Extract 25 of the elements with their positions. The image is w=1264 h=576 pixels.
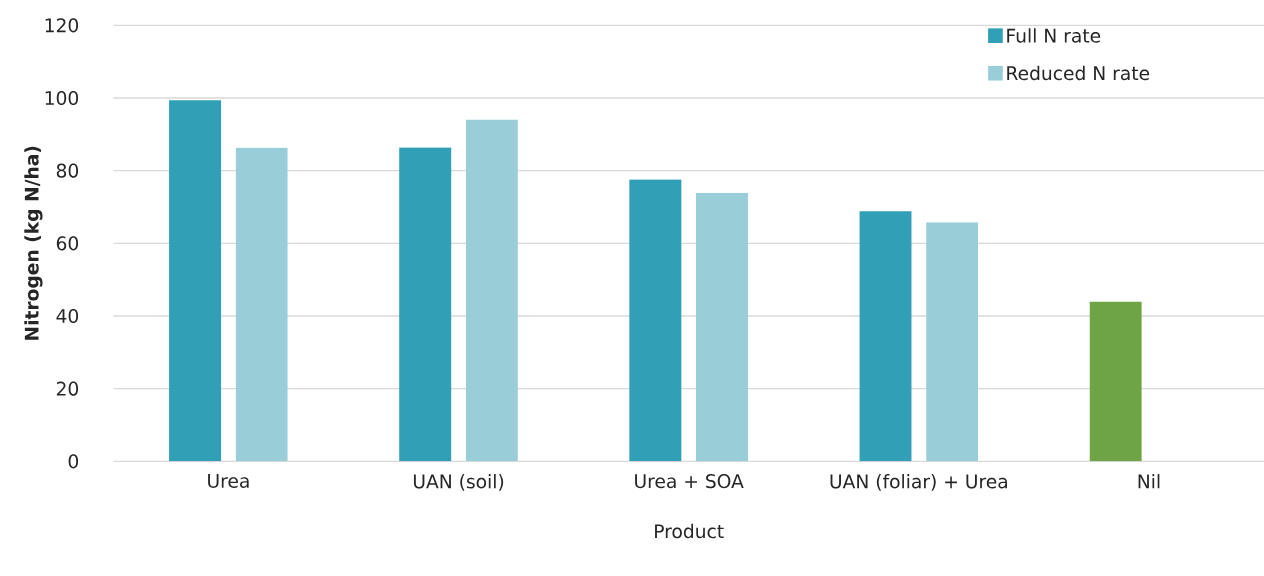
x-tick-label: UAN (foliar) + Urea [830, 474, 1007, 491]
bar [696, 192, 749, 462]
legend-label: Reduced N rate [1007, 65, 1150, 81]
bar [169, 100, 222, 462]
y-tick-label: 100 [45, 90, 79, 106]
bar [465, 119, 518, 462]
x-tick-label: Urea [208, 474, 249, 488]
bar [235, 147, 288, 462]
legend-label: Full N rate [1007, 28, 1101, 43]
y-tick-label: 60 [56, 236, 79, 251]
y-axis-title: Nitrogen (kg N/ha) [24, 146, 43, 340]
y-tick-label: 20 [56, 381, 79, 396]
x-tick-label: Nil [1138, 474, 1160, 489]
x-tick-label: Urea + SOA [635, 474, 744, 489]
y-tick-label: 40 [56, 308, 79, 324]
bar [399, 147, 452, 462]
x-tick-label: UAN (soil) [413, 474, 504, 491]
bar [629, 179, 682, 462]
y-tick-label: 80 [56, 163, 79, 178]
y-tick-label: 0 [68, 454, 79, 469]
bar [1089, 301, 1142, 462]
x-axis-title: Product [655, 523, 724, 539]
y-tick-label: 120 [45, 18, 79, 33]
bar [859, 211, 912, 462]
bar [926, 222, 979, 462]
